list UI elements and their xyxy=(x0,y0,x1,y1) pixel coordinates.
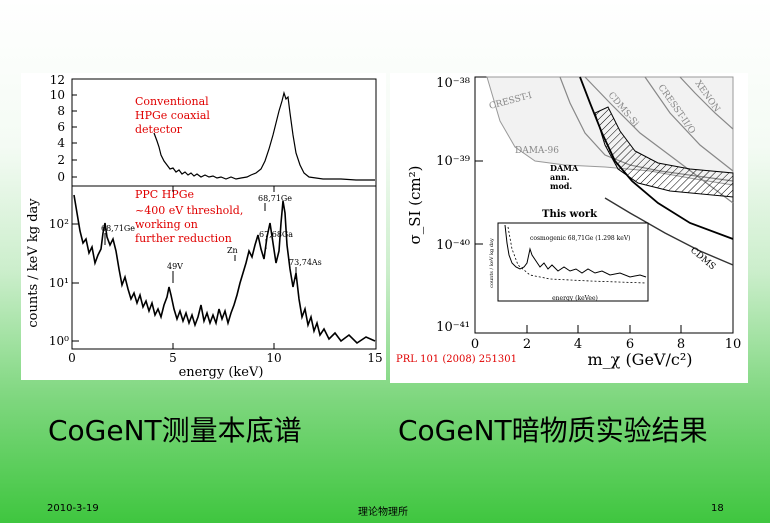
left-spectrum-figure: 0 2 4 6 8 10 12 Conventional HPGe coaxia… xyxy=(26,73,383,380)
this-work-label: This work xyxy=(542,209,598,220)
dama-annual-mod-band xyxy=(594,106,734,198)
annotation-line: working on xyxy=(135,218,198,231)
xtick: 6 xyxy=(626,337,634,352)
inset-xlabel: energy (keVee) xyxy=(552,295,598,302)
left-slide-title: CoGeNT测量本底谱 xyxy=(48,414,302,447)
this-work-curve xyxy=(579,76,734,240)
inset-annotation: cosmogenic 68,71Ge (1.298 keV) xyxy=(530,235,631,242)
top-plot-frame xyxy=(71,78,377,187)
annotation-line: detector xyxy=(135,123,183,136)
inset-plot: cosmogenic 68,71Ge (1.298 keV) energy (k… xyxy=(489,222,649,302)
ytick: 10⁻³⁸ xyxy=(436,76,470,91)
xtick: 5 xyxy=(169,351,177,365)
top-annotation: Conventional HPGe coaxial detector xyxy=(135,95,210,136)
top-ytick: 6 xyxy=(57,120,65,134)
annotation-line: HPGe coaxial xyxy=(135,109,210,122)
xtick: 10 xyxy=(266,351,281,365)
dama-mod-line: DAMA xyxy=(550,163,579,173)
dama-mod-line: mod. xyxy=(550,181,572,191)
bottom-ytick: 10¹ xyxy=(49,276,69,290)
left-spectrum-panel: 0 2 4 6 8 10 12 Conventional HPGe coaxia… xyxy=(21,73,386,380)
top-ytick: 4 xyxy=(57,136,65,150)
top-ytick: 0 xyxy=(57,170,65,184)
cdms-curve xyxy=(604,197,734,266)
x-axis-label: m_χ (GeV/c²) xyxy=(587,350,692,369)
yticks: 10⁻³⁸ 10⁻³⁹ 10⁻⁴⁰ 10⁻⁴¹ xyxy=(436,76,470,335)
xtick: 4 xyxy=(574,337,582,352)
peak-label: 68,71Ge xyxy=(101,224,135,233)
xtick: 0 xyxy=(471,337,479,352)
citation: PRL 101 (2008) 251301 xyxy=(396,354,517,365)
xtick: 2 xyxy=(523,337,531,352)
ytick: 10⁻⁴⁰ xyxy=(436,238,470,253)
annotation-line: ~400 eV threshold, xyxy=(135,204,243,217)
ytick: 10⁻⁴¹ xyxy=(436,320,470,335)
peak-label: Zn xyxy=(227,246,238,255)
peak-label: 68,71Ge xyxy=(258,194,292,203)
xtick: 10 xyxy=(725,337,742,352)
peak-label: 49V xyxy=(167,262,183,271)
top-ytick: 8 xyxy=(57,104,65,118)
peak-arrows xyxy=(104,203,297,283)
footer-page-number: 18 xyxy=(711,503,724,514)
bottom-ytick: 10² xyxy=(49,217,69,231)
bottom-ytick: 10⁰ xyxy=(49,334,69,348)
x-axis-label: energy (keV) xyxy=(179,365,264,380)
xenon-curve xyxy=(679,76,734,130)
bottom-plot-frame xyxy=(71,185,377,350)
annotation-line: PPC HPGe xyxy=(135,188,194,201)
y-axis-label: σ_SI (cm²) xyxy=(406,165,424,244)
bottom-spectrum-trace xyxy=(73,194,376,345)
y-axis-label: counts / keV kg day xyxy=(26,198,41,328)
footer-date: 2010-3-19 xyxy=(47,503,99,514)
right-slide-title: CoGeNT暗物质实验结果 xyxy=(398,414,708,447)
cresst2-curve xyxy=(644,76,734,172)
annotation-line: Conventional xyxy=(135,95,209,108)
right-exclusion-panel: 10⁻³⁸ 10⁻³⁹ 10⁻⁴⁰ 10⁻⁴¹ CRESST-I CDMS-Si… xyxy=(390,73,748,383)
ytick: 10⁻³⁹ xyxy=(436,154,470,169)
peak-labels: 68,71Ge 49V Zn 67,68Ga 68,71Ge 73,74As xyxy=(101,194,322,271)
top-ytick: 12 xyxy=(50,73,65,87)
xticks: 0 5 10 15 xyxy=(68,351,382,365)
right-exclusion-figure: 10⁻³⁸ 10⁻³⁹ 10⁻⁴⁰ 10⁻⁴¹ CRESST-I CDMS-Si… xyxy=(396,76,741,369)
bottom-annotation: PPC HPGe ~400 eV threshold, working on f… xyxy=(135,188,243,245)
peak-label: 67,68Ga xyxy=(259,230,293,239)
xticks: 0 2 4 6 8 10 xyxy=(471,337,741,352)
dama96-label: DAMA-96 xyxy=(515,146,559,156)
annotation-line: further reduction xyxy=(135,232,232,245)
top-spectrum-trace xyxy=(153,90,375,181)
inset-ylabel: counts / keV kg day xyxy=(489,238,495,288)
dama-mod-label: DAMA ann. mod. xyxy=(550,163,579,191)
footer-org: 理论物理所 xyxy=(358,507,408,518)
top-ytick: 10 xyxy=(50,88,65,102)
cdms-label: CDMS xyxy=(688,246,717,273)
xtick: 0 xyxy=(68,351,76,365)
top-ytick: 2 xyxy=(57,153,65,167)
xtick: 8 xyxy=(677,337,685,352)
xtick: 15 xyxy=(367,351,382,365)
peak-label: 73,74As xyxy=(289,258,322,267)
inset-trace xyxy=(504,224,647,278)
dama-mod-line: ann. xyxy=(550,172,570,182)
top-yticks: 0 2 4 6 8 10 12 xyxy=(50,73,66,184)
bottom-yticks: 10⁰ 10¹ 10² xyxy=(49,217,69,348)
